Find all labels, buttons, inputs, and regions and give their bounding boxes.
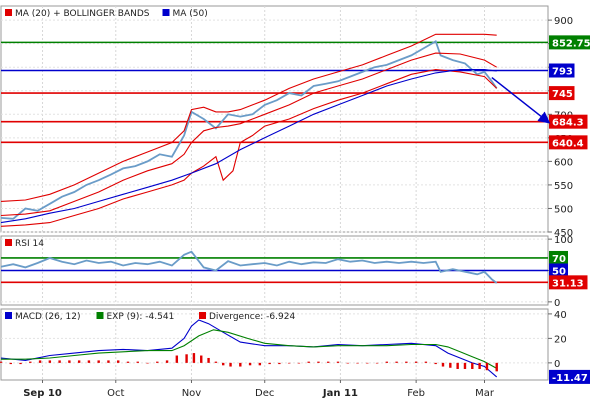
macd-divergence-bar <box>176 356 178 363</box>
macd-divergence-bar <box>434 363 436 364</box>
macd-divergence-bar <box>222 363 224 365</box>
macd-divergence-bar <box>307 362 309 363</box>
macd-divergence-bar <box>249 363 251 365</box>
macd-divergence-bar <box>97 360 99 362</box>
macd-divergence-bar <box>239 363 241 367</box>
macd-divergence-bar <box>68 360 70 362</box>
macd-ytick-label: 0 <box>554 359 560 370</box>
price-legend-label: MA (20) + BOLLINGER BANDS <box>15 9 150 19</box>
price-level-label: 852.75 <box>552 38 590 49</box>
rsi-ytick-label: 0 <box>554 298 560 309</box>
macd-divergence-bar <box>215 362 217 363</box>
macd-legend-label: MACD (26, 12) <box>15 312 81 322</box>
xtick-label: Nov <box>182 388 202 399</box>
macd-divergence-bar <box>229 363 231 367</box>
macd-divergence-bar <box>347 363 349 364</box>
macd-legend-label: EXP (9): -4.541 <box>107 312 175 322</box>
xtick-label: Mar <box>475 388 495 399</box>
xtick-label: Sep 10 <box>23 388 62 399</box>
macd-divergence-bar <box>127 362 129 363</box>
macd-divergence-bar <box>78 360 80 362</box>
macd-value-label: -11.47 <box>552 373 588 384</box>
macd-divergence-bar <box>207 358 209 363</box>
price-ytick-label: 550 <box>554 181 573 192</box>
macd-divergence-bar <box>298 363 300 364</box>
macd-divergence-bar <box>405 362 407 363</box>
rsi-legend-swatch <box>5 239 12 246</box>
macd-divergence-bar <box>317 362 319 363</box>
macd-divergence-bar <box>288 363 290 364</box>
price-legend-label: MA (50) <box>173 9 208 19</box>
macd-legend-label: Divergence: -6.924 <box>209 312 295 322</box>
macd-divergence-bar <box>376 363 378 364</box>
macd-divergence-bar <box>337 362 339 363</box>
price-ytick-label: 900 <box>554 16 573 27</box>
macd-divergence-bar <box>117 360 119 362</box>
macd-divergence-bar <box>442 363 444 367</box>
macd-divergence-bar <box>456 363 458 369</box>
macd-divergence-bar <box>415 362 417 363</box>
macd-divergence-bar <box>200 356 202 363</box>
macd-divergence-bar <box>259 363 261 365</box>
macd-divergence-bar <box>278 363 280 364</box>
macd-divergence-bar <box>166 360 168 362</box>
price-level-label: 684.3 <box>552 118 584 129</box>
macd-divergence-bar <box>29 362 31 363</box>
macd-legend-swatch <box>97 312 104 319</box>
macd-divergence-bar <box>386 362 388 363</box>
macd-divergence-bar <box>496 363 498 371</box>
price-level-label: 793 <box>552 67 573 78</box>
macd-ytick-label: 20 <box>554 334 567 345</box>
price-legend-swatch <box>5 9 12 16</box>
macd-divergence-bar <box>39 360 41 362</box>
macd-legend-swatch <box>199 312 206 319</box>
macd-divergence-bar <box>88 360 90 362</box>
xtick-label: Feb <box>407 388 425 399</box>
macd-divergence-bar <box>425 362 427 363</box>
macd-divergence-bar <box>395 362 397 363</box>
price-ytick-label: 500 <box>554 204 573 215</box>
macd-divergence-bar <box>107 360 109 362</box>
macd-divergence-bar <box>156 362 158 363</box>
macd-divergence-bar <box>356 363 358 364</box>
macd-divergence-bar <box>193 353 195 363</box>
macd-divergence-bar <box>146 363 148 364</box>
rsi-level-label: 31.13 <box>552 278 584 289</box>
macd-divergence-bar <box>478 363 480 369</box>
macd-divergence-bar <box>464 363 466 369</box>
xtick-label: Oct <box>107 388 124 399</box>
macd-divergence-bar <box>185 354 187 363</box>
price-ytick-label: 600 <box>554 157 573 168</box>
macd-divergence-bar <box>471 363 473 369</box>
price-level-label: 640.4 <box>552 138 584 149</box>
xtick-label: Jan 11 <box>322 388 358 399</box>
macd-divergence-bar <box>486 363 488 370</box>
macd-ytick-label: 40 <box>554 310 567 321</box>
macd-divergence-bar <box>137 362 139 363</box>
macd-divergence-bar <box>10 363 12 364</box>
rsi-legend-label: RSI 14 <box>15 239 44 249</box>
macd-divergence-bar <box>327 362 329 363</box>
rsi-level-label: 70 <box>552 254 566 265</box>
macd-divergence-bar <box>449 363 451 368</box>
macd-divergence-bar <box>366 363 368 364</box>
price-level-label: 745 <box>552 89 573 100</box>
rsi-ytick-label: 100 <box>554 235 573 246</box>
macd-divergence-bar <box>0 362 2 363</box>
macd-divergence-bar <box>268 363 270 364</box>
macd-divergence-bar <box>58 360 60 362</box>
xtick-label: Dec <box>255 388 274 399</box>
macd-legend-swatch <box>5 312 12 319</box>
macd-divergence-bar <box>19 363 21 364</box>
price-legend-swatch <box>163 9 170 16</box>
macd-divergence-bar <box>49 360 51 362</box>
